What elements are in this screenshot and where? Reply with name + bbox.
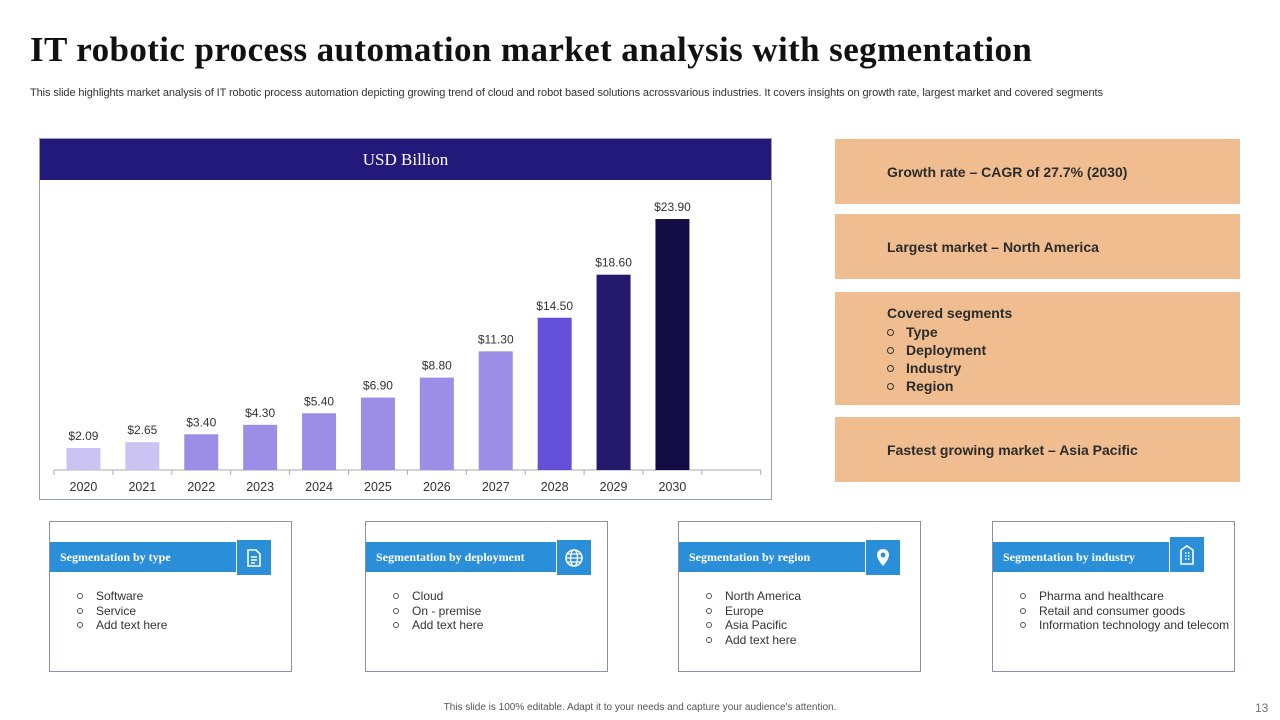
covered-segments-list: Type Deployment Industry Region — [887, 323, 1240, 395]
circle-bullet-icon — [1020, 607, 1026, 614]
list-item: Deployment — [887, 341, 1240, 359]
largest-market-text: Largest market – North America — [887, 238, 1099, 255]
circle-bullet-icon — [77, 593, 83, 600]
chart-title: USD Billion — [40, 139, 771, 180]
list-item: Software — [77, 589, 167, 604]
segment-title: Segmentation by region — [679, 542, 865, 572]
data-label-2022: $3.40 — [186, 415, 216, 429]
data-label-2026: $8.80 — [422, 359, 452, 373]
list-item: Retail and consumer goods — [1020, 604, 1229, 619]
circle-bullet-icon — [887, 382, 894, 390]
segment-title: Segmentation by industry — [993, 542, 1169, 572]
bar-2028 — [537, 317, 572, 470]
fastest-market-box: Fastest growing market – Asia Pacific — [835, 417, 1240, 482]
data-label-2023: $4.30 — [245, 406, 275, 420]
segment-title: Segmentation by type — [50, 542, 236, 572]
circle-bullet-icon — [393, 607, 399, 614]
list-item: Add text here — [706, 633, 801, 648]
list-item: Add text here — [77, 618, 167, 633]
bar-chart: $2.09 2020 $2.65 2021 $3.40 2022 $4.30 2023 $5.4… — [39, 138, 772, 500]
largest-market-box: Largest market – North America — [835, 214, 1240, 279]
bar-2027 — [478, 351, 513, 470]
x-tick-label-2025: 2025 — [364, 480, 392, 494]
growth-rate-text: Growth rate – CAGR of 27.7% (2030) — [887, 163, 1128, 180]
list-item: Asia Pacific — [706, 618, 801, 633]
document-icon — [236, 539, 272, 576]
x-tick-label-2024: 2024 — [305, 480, 333, 494]
list-item: Cloud — [393, 589, 483, 604]
bar-2024 — [302, 413, 337, 470]
circle-bullet-icon — [1020, 593, 1026, 600]
list-item: North America — [706, 589, 801, 604]
list-item: On - premise — [393, 604, 483, 619]
circle-bullet-icon — [887, 328, 894, 336]
covered-segments-title: Covered segments — [887, 305, 1013, 321]
circle-bullet-icon — [887, 346, 894, 354]
segment-card-region: Segmentation by region North America Eur… — [678, 521, 921, 672]
page-number: 13 — [1255, 701, 1269, 715]
x-tick-label-2023: 2023 — [246, 480, 274, 494]
list-item: Region — [887, 377, 1240, 395]
slide-subtitle: This slide highlights market analysis of… — [30, 87, 1103, 99]
list-item: Pharma and healthcare — [1020, 589, 1229, 604]
growth-rate-box: Growth rate – CAGR of 27.7% (2030) — [835, 139, 1240, 204]
data-label-2021: $2.65 — [127, 423, 157, 437]
circle-bullet-icon — [77, 622, 83, 629]
x-tick-label-2030: 2030 — [659, 480, 687, 494]
list-item: Type — [887, 323, 1240, 341]
data-label-2030: $23.90 — [654, 200, 691, 214]
x-tick-label-2026: 2026 — [423, 480, 451, 494]
circle-bullet-icon — [77, 607, 83, 614]
bar-2022 — [184, 434, 219, 470]
list-item: Industry — [887, 359, 1240, 377]
circle-bullet-icon — [706, 593, 712, 600]
footer-note: This slide is 100% editable. Adapt it to… — [443, 702, 837, 713]
segment-card-type: Segmentation by type Software Service Ad… — [49, 521, 292, 672]
x-tick-label-2022: 2022 — [187, 480, 215, 494]
chart-canvas: $2.09 2020 $2.65 2021 $3.40 2022 $4.30 2023 $5.4… — [53, 200, 762, 494]
x-tick-label-2021: 2021 — [128, 480, 156, 494]
x-tick-label-2029: 2029 — [600, 480, 628, 494]
bar-2025 — [360, 397, 395, 470]
globe-icon — [556, 539, 592, 576]
segment-card-deployment: Segmentation by deployment Cloud On - pr… — [365, 521, 608, 672]
segment-list: Cloud On - premise Add text here — [393, 589, 483, 633]
bar-2029 — [596, 274, 631, 470]
circle-bullet-icon — [706, 607, 712, 614]
list-item: Add text here — [393, 618, 483, 633]
slide-title: IT robotic process automation market ana… — [30, 30, 1033, 69]
segment-list: North America Europe Asia Pacific Add te… — [706, 589, 801, 647]
bar-2030 — [655, 219, 690, 470]
data-label-2028: $14.50 — [536, 299, 573, 313]
bar-2023 — [243, 424, 278, 470]
x-tick-label-2020: 2020 — [70, 480, 98, 494]
bar-2020 — [66, 448, 101, 470]
list-item: Information technology and telecom — [1020, 618, 1229, 633]
circle-bullet-icon — [1020, 622, 1026, 629]
x-tick-label-2027: 2027 — [482, 480, 510, 494]
circle-bullet-icon — [887, 364, 894, 372]
circle-bullet-icon — [393, 593, 399, 600]
data-label-2025: $6.90 — [363, 379, 393, 393]
data-label-2029: $18.60 — [595, 256, 632, 270]
segment-title: Segmentation by deployment — [366, 542, 556, 572]
segment-list: Software Service Add text here — [77, 589, 167, 633]
circle-bullet-icon — [393, 622, 399, 629]
circle-bullet-icon — [706, 636, 712, 643]
data-label-2024: $5.40 — [304, 394, 334, 408]
bar-2026 — [419, 377, 454, 470]
segment-card-industry: Segmentation by industry Pharma and heal… — [992, 521, 1235, 672]
data-label-2027: $11.30 — [478, 332, 514, 346]
list-item: Europe — [706, 604, 801, 619]
location-pin-icon — [865, 539, 901, 576]
bar-2021 — [125, 442, 160, 470]
list-item: Service — [77, 604, 167, 619]
x-tick-label-2028: 2028 — [541, 480, 569, 494]
covered-segments-box: Covered segments Type Deployment Industr… — [835, 292, 1240, 405]
segment-list: Pharma and healthcare Retail and consume… — [1020, 589, 1229, 633]
circle-bullet-icon — [706, 622, 712, 629]
data-label-2020: $2.09 — [68, 429, 98, 443]
building-icon — [1169, 536, 1205, 573]
fastest-market-text: Fastest growing market – Asia Pacific — [887, 441, 1138, 458]
